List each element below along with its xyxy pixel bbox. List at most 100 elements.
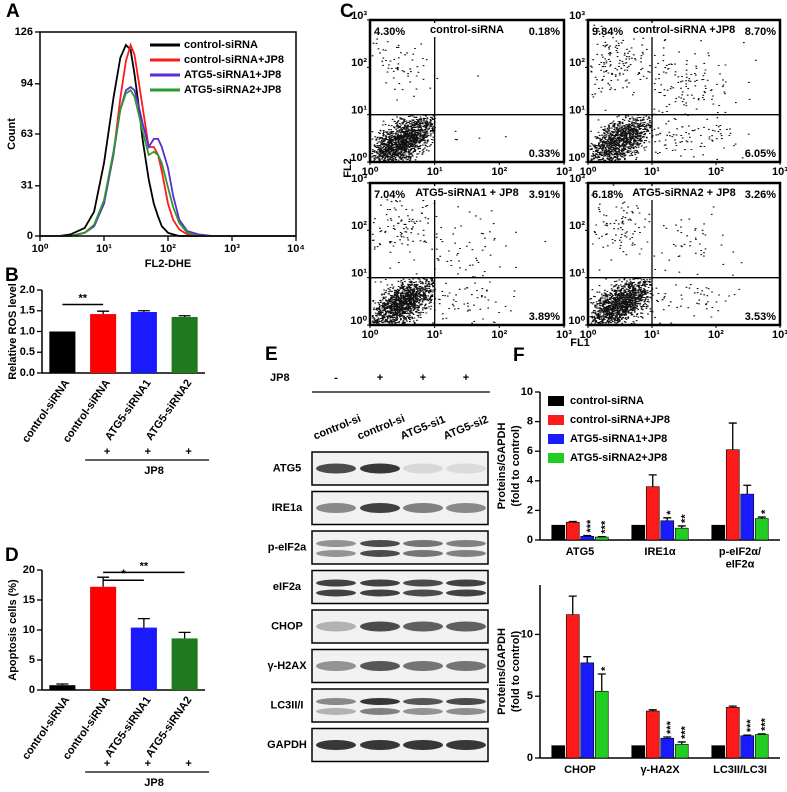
blot-band [360, 661, 400, 671]
bar [631, 745, 646, 759]
event-cloud [434, 206, 547, 278]
x-tick-label: 10³ [224, 243, 240, 255]
blot-band [403, 503, 443, 513]
y-tick-label: 20 [23, 564, 35, 576]
x-tick-label: ATG5 [566, 546, 595, 558]
row-label: eIF2a [273, 581, 302, 593]
event-cloud [371, 114, 436, 162]
error-bar [137, 617, 150, 628]
blot-band [446, 503, 486, 513]
quadrant-percent: 9.84% [592, 26, 623, 38]
error-bar [178, 631, 191, 639]
blot-band [403, 740, 443, 750]
row-label: LC3II/I [270, 699, 303, 711]
x-tick-label: 10¹ [644, 329, 660, 341]
bar [580, 662, 595, 759]
bar [49, 685, 76, 690]
bar [740, 493, 755, 541]
row-label: γ-H2AX [267, 660, 307, 672]
blot-band [360, 579, 400, 587]
plot-frame [39, 31, 297, 237]
x-tick-label: γ-HA2X [640, 764, 680, 776]
treatment-mark: + [145, 758, 151, 770]
event-cloud [590, 24, 651, 111]
treatment-mark: + [104, 446, 110, 458]
blot-band [403, 661, 443, 671]
legend-label: ATG5-siRNA1+JP8 [570, 433, 667, 445]
blot-band [446, 579, 486, 587]
panel-title: ATG5-siRNA2 + JP8 [632, 187, 735, 199]
error-bar [663, 517, 672, 521]
bar [171, 638, 198, 690]
x-tick-label: 10¹ [96, 243, 112, 255]
y-tick-label: 10⁰ [568, 315, 585, 327]
x-tick-label: 10² [491, 166, 507, 178]
bar [725, 707, 740, 759]
x-tick-label: 10⁴ [287, 243, 305, 255]
y-tick-label: 10⁰ [350, 315, 367, 327]
x-axis-label: FL1 [570, 337, 590, 349]
bar [674, 527, 689, 541]
lane-label: ATG5-si1 [399, 414, 448, 443]
event-cloud [591, 184, 653, 271]
x-tick-label: 10³ [556, 166, 572, 178]
bar [565, 521, 580, 541]
blot-band [316, 549, 356, 557]
y-tick-label: 31 [21, 180, 33, 192]
error-bar [663, 736, 672, 739]
x-tick-label: 10² [160, 243, 176, 255]
blot-band [446, 740, 486, 750]
y-axis-label: Apoptosis cells (%) [7, 579, 19, 681]
event-cloud [454, 130, 507, 141]
x-tick-label: 10¹ [427, 329, 443, 341]
blot-band [446, 621, 486, 632]
blot-band [316, 589, 356, 597]
blot-band [316, 740, 356, 750]
y-axis-label-group: Proteins/GAPDH (fold to control) [496, 628, 522, 715]
y-tick-label: 10⁰ [568, 152, 585, 164]
error-bar [137, 310, 150, 312]
panel-title: control-siRNA [430, 24, 504, 36]
plot-frame [368, 18, 566, 164]
x-tick-label: LC3II/LC3I [713, 764, 767, 776]
legend-label: control-siRNA+JP8 [184, 54, 284, 66]
treatment-label: JP8 [144, 777, 164, 789]
quadrant-percent: 8.70% [745, 26, 776, 38]
y-axis-label: FL2 [342, 158, 354, 178]
significance-label: * [665, 510, 677, 515]
bar [674, 744, 689, 759]
blot-strip [311, 530, 489, 565]
y-tick-label: 0 [27, 230, 33, 242]
blot-band [316, 707, 356, 715]
quadrant-percent: 6.05% [745, 148, 776, 160]
blot-strip [311, 648, 489, 684]
error-bar [677, 741, 686, 745]
bar [565, 614, 580, 759]
blot-band [316, 661, 356, 671]
x-tick-label: 10³ [772, 166, 787, 178]
error-bar [677, 525, 686, 529]
x-tick-label: 10² [708, 166, 724, 178]
significance-label: *** [760, 717, 772, 731]
plot-frame [586, 18, 782, 164]
blot-strip [311, 569, 489, 605]
y-tick-label: 8 [527, 416, 533, 428]
bar [725, 449, 740, 541]
y-tick-label: 94 [21, 78, 34, 90]
y-tick-label: 10² [351, 57, 367, 69]
blot-band [403, 540, 443, 548]
row-label: CHOP [271, 620, 303, 632]
x-tick-label: 10³ [556, 329, 572, 341]
bar [551, 745, 566, 759]
x-tick-label: 10¹ [644, 166, 660, 178]
bar [754, 518, 769, 541]
y-tick-label: 10³ [351, 173, 367, 185]
error-bar [743, 484, 752, 495]
row-label: IRE1a [272, 502, 303, 514]
y-axis-label: (fold to control) [510, 631, 522, 713]
panel-title: control-siRNA +JP8 [633, 24, 736, 36]
blot-band [446, 540, 486, 548]
legend-label: ATG5-siRNA2+JP8 [570, 452, 667, 464]
x-axis-label: FL2-DHE [145, 258, 191, 270]
bar [90, 314, 117, 373]
